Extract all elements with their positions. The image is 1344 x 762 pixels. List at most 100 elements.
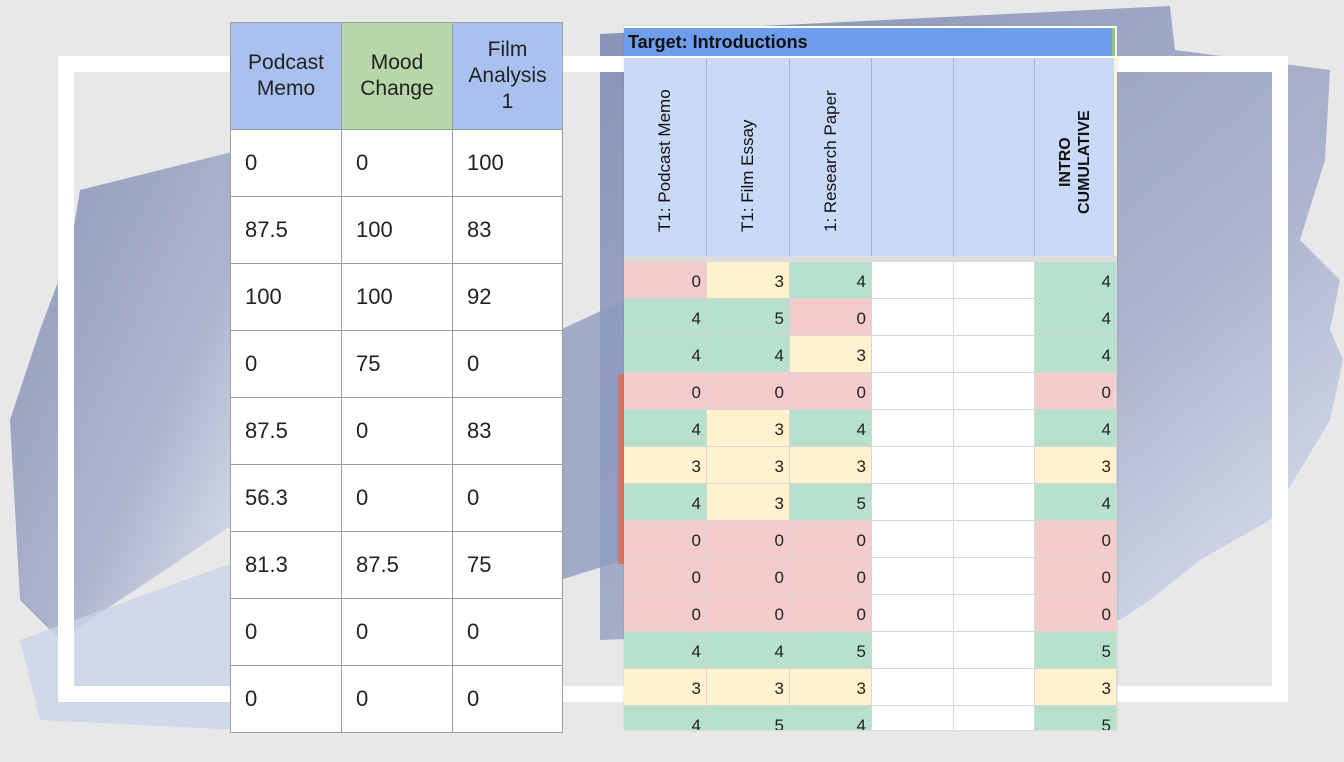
table-cell: 92 — [452, 263, 563, 331]
sheet-cell: 0 — [1035, 373, 1117, 410]
table-cell: 0 — [452, 665, 563, 733]
sheet-cell — [954, 706, 1035, 730]
sheet-cell — [954, 299, 1035, 336]
sheet-cell — [954, 595, 1035, 632]
sheet-cell: 5 — [1035, 706, 1117, 730]
table-cell: 87.5 — [230, 397, 342, 465]
sheet-cell: 3 — [707, 669, 790, 706]
sheet-cell — [954, 410, 1035, 447]
table-row: 0 75 0 — [230, 330, 563, 398]
sheet-cell — [954, 669, 1035, 706]
table-cell: 0 — [452, 464, 563, 532]
sheet-cell: 3 — [1035, 447, 1117, 484]
sheet-cell: 0 — [707, 558, 790, 595]
sheet-cell: 4 — [624, 632, 707, 669]
table-row: 81.3 87.5 75 — [230, 531, 563, 599]
sheet-cell: 0 — [790, 521, 872, 558]
table-cell: 0 — [341, 397, 453, 465]
table-cell: 100 — [452, 129, 563, 197]
sheet-cell — [954, 447, 1035, 484]
sheet-cell — [872, 595, 954, 632]
sheet-cell: 4 — [1035, 336, 1117, 373]
table-cell: 75 — [341, 330, 453, 398]
column-header-podcast-memo: Podcast Memo — [230, 22, 342, 130]
sheet-cell: 0 — [707, 373, 790, 410]
table-cell: 100 — [230, 263, 342, 331]
sheet-cell: 5 — [707, 299, 790, 336]
table-cell: 56.3 — [230, 464, 342, 532]
sheet-cell — [954, 632, 1035, 669]
table-cell: 0 — [341, 464, 453, 532]
sheet-header-intro-cumulative: INTRO CUMULATIVE — [1035, 58, 1117, 256]
table-cell: 0 — [230, 330, 342, 398]
sheet-cell: 0 — [1035, 595, 1117, 632]
sheet-cell: 0 — [790, 595, 872, 632]
sheet-cell: 3 — [790, 669, 872, 706]
sheet-header-label: T1: Podcast Memo — [655, 89, 674, 232]
sheet-cell: 0 — [707, 595, 790, 632]
sheet-cell: 4 — [624, 336, 707, 373]
sheet-cell: 0 — [624, 262, 707, 299]
sheet-cell: 3 — [707, 447, 790, 484]
sheet-cell — [954, 558, 1035, 595]
sheet-cell — [872, 558, 954, 595]
table-cell: 87.5 — [230, 196, 342, 264]
sheet-cell — [872, 447, 954, 484]
table-row: 87.5 0 83 — [230, 397, 563, 465]
table-cell: 0 — [230, 665, 342, 733]
table-cell: 0 — [452, 598, 563, 666]
table-cell: 100 — [341, 196, 453, 264]
sheet-header-label: T1: Film Essay — [738, 119, 757, 232]
sheet-cell — [872, 262, 954, 299]
sheet-cell: 5 — [790, 484, 872, 521]
sheet-cell: 4 — [707, 336, 790, 373]
sheet-cell: 4 — [1035, 262, 1117, 299]
sheet-cell: 4 — [624, 410, 707, 447]
sheet-cell: 5 — [1035, 632, 1117, 669]
sheet-cell — [954, 262, 1035, 299]
sheet-cell: 4 — [790, 410, 872, 447]
sheet-cell — [872, 632, 954, 669]
table-cell: 0 — [341, 129, 453, 197]
sheet-cell: 4 — [790, 706, 872, 730]
sheet-cell — [872, 336, 954, 373]
frozen-row-divider — [624, 256, 1117, 262]
column-header-mood-change: Mood Change — [341, 22, 453, 130]
column-header-film-analysis: Film Analysis 1 — [452, 22, 563, 130]
table-cell: 81.3 — [230, 531, 342, 599]
sheet-header-podcast-memo: T1: Podcast Memo — [624, 58, 707, 256]
sheet-cell: 3 — [790, 447, 872, 484]
table-cell: 0 — [341, 665, 453, 733]
sheet-cell: 3 — [1035, 669, 1117, 706]
sheet-cell: 4 — [1035, 299, 1117, 336]
sheet-cell: 0 — [624, 521, 707, 558]
table-row: 0 0 100 — [230, 129, 563, 197]
sheet-title: Target: Introductions — [624, 28, 1115, 56]
sheet-cell: 0 — [1035, 558, 1117, 595]
scores-table: Podcast Memo Mood Change Film Analysis 1… — [230, 22, 563, 733]
partial-red-cell-edge — [618, 374, 624, 564]
table-header-row: Podcast Memo Mood Change Film Analysis 1 — [230, 22, 563, 130]
sheet-cell — [872, 373, 954, 410]
sheet-cell — [954, 521, 1035, 558]
table-cell: 87.5 — [341, 531, 453, 599]
sheet-cell: 4 — [624, 484, 707, 521]
sheet-header-blank-1 — [872, 58, 954, 256]
sheet-cell — [872, 299, 954, 336]
sheet-cell — [954, 484, 1035, 521]
sheet-cell: 5 — [790, 632, 872, 669]
table-cell: 0 — [230, 598, 342, 666]
sheet-header-row: T1: Podcast Memo T1: Film Essay 1: Resea… — [624, 58, 1117, 256]
table-row: 100 100 92 — [230, 263, 563, 331]
